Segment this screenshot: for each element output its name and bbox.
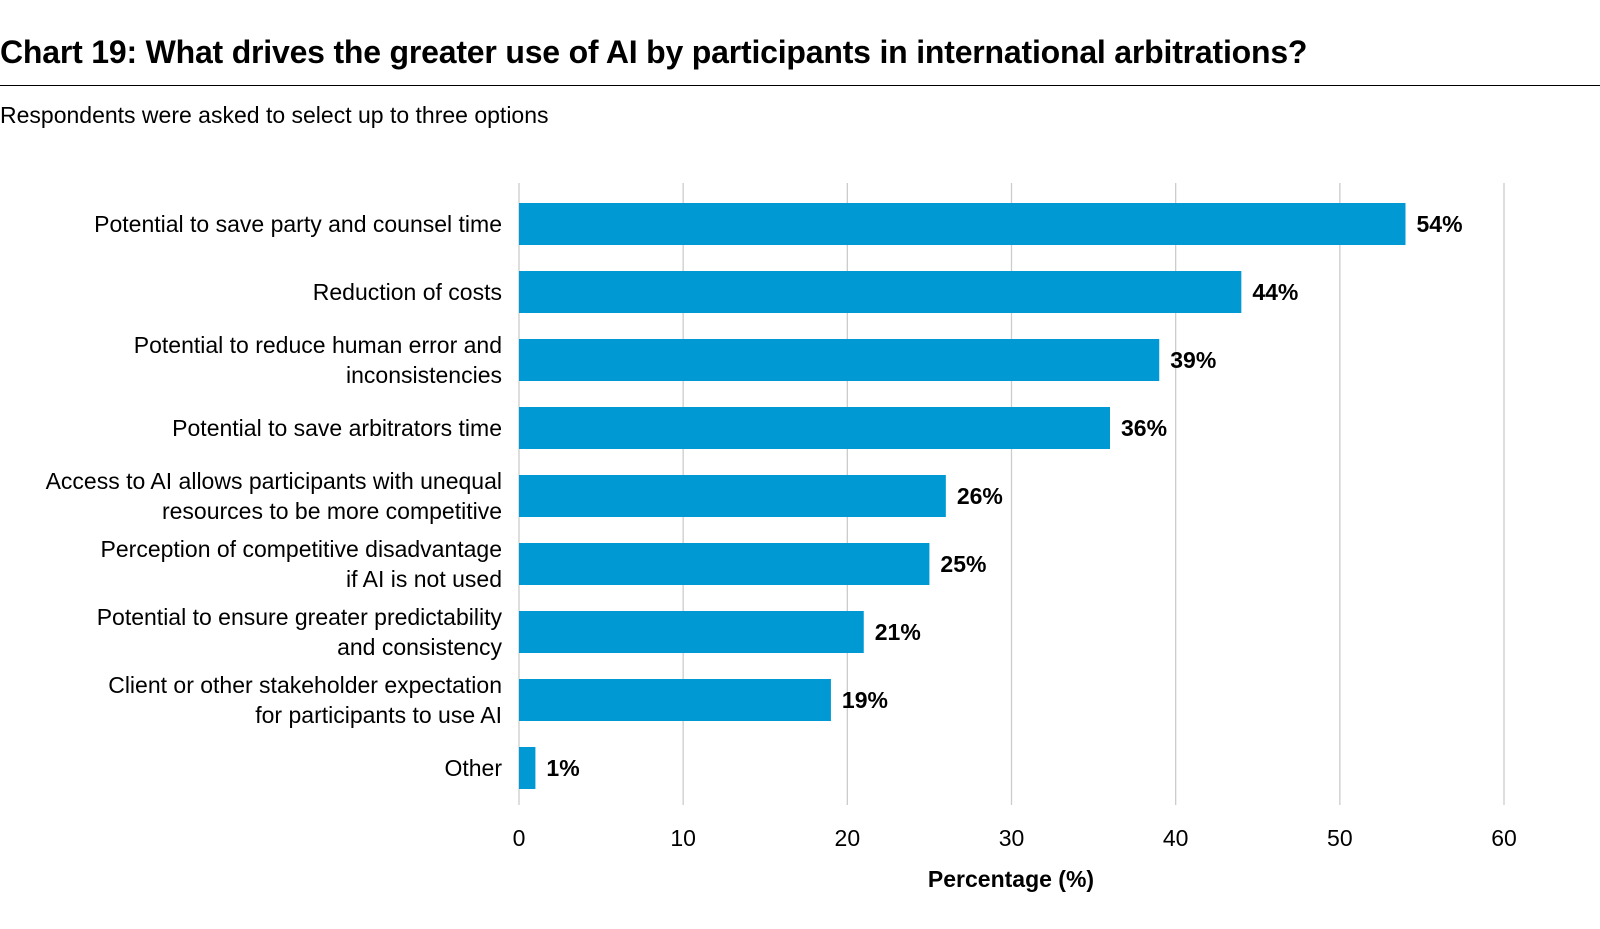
category-label-8-line-1: Client or other stakeholder expectation bbox=[108, 672, 502, 698]
bar-5 bbox=[519, 475, 946, 517]
bar-7 bbox=[519, 611, 864, 653]
category-label-1: Potential to save party and counsel time bbox=[94, 211, 502, 237]
category-label-3-line-2: inconsistencies bbox=[346, 362, 502, 388]
category-label-3-line-1: Potential to reduce human error and bbox=[134, 332, 502, 358]
category-label-7-line-1: Potential to ensure greater predictabili… bbox=[97, 604, 503, 630]
category-label-4: Potential to save arbitrators time bbox=[172, 415, 502, 441]
value-label-3: 39% bbox=[1170, 347, 1216, 373]
value-label-2: 44% bbox=[1252, 279, 1298, 305]
value-label-8: 19% bbox=[842, 687, 888, 713]
x-tick-label-60: 60 bbox=[1491, 825, 1517, 851]
bar-2 bbox=[519, 271, 1242, 313]
category-label-8-line-2: for participants to use AI bbox=[255, 702, 502, 728]
bar-1 bbox=[519, 203, 1406, 245]
x-tick-label-10: 10 bbox=[670, 825, 696, 851]
chart-title: Chart 19: What drives the greater use of… bbox=[0, 34, 1308, 70]
category-label-9: Other bbox=[444, 755, 502, 781]
x-tick-label-50: 50 bbox=[1327, 825, 1353, 851]
category-labels: Potential to save party and counsel time… bbox=[46, 211, 503, 781]
x-tick-label-0: 0 bbox=[513, 825, 526, 851]
bar-3 bbox=[519, 339, 1160, 381]
bar-6 bbox=[519, 543, 930, 585]
title-divider bbox=[0, 85, 1600, 86]
category-label-6-line-1: Perception of competitive disadvantage bbox=[101, 536, 502, 562]
x-axis-title: Percentage (%) bbox=[928, 866, 1094, 892]
x-tick-label-40: 40 bbox=[1163, 825, 1189, 851]
value-label-9: 1% bbox=[546, 755, 579, 781]
chart-subtitle: Respondents were asked to select up to t… bbox=[0, 102, 549, 128]
value-label-1: 54% bbox=[1417, 211, 1463, 237]
value-labels: 54% 44% 39% 36% 26% 25% 21% 19% 1% bbox=[546, 211, 1462, 781]
x-tick-label-20: 20 bbox=[835, 825, 861, 851]
category-label-2: Reduction of costs bbox=[313, 279, 502, 305]
category-label-7-line-2: and consistency bbox=[337, 634, 502, 660]
bars bbox=[519, 203, 1406, 789]
category-label-6-line-2: if AI is not used bbox=[346, 566, 502, 592]
bar-9 bbox=[519, 747, 536, 789]
bar-4 bbox=[519, 407, 1110, 449]
value-label-6: 25% bbox=[940, 551, 986, 577]
x-axis-ticks: 0 10 20 30 40 50 60 bbox=[513, 825, 1517, 851]
value-label-5: 26% bbox=[957, 483, 1003, 509]
value-label-7: 21% bbox=[875, 619, 921, 645]
category-label-5-line-2: resources to be more competitive bbox=[162, 498, 502, 524]
x-tick-label-30: 30 bbox=[999, 825, 1025, 851]
bar-8 bbox=[519, 679, 831, 721]
category-label-5-line-1: Access to AI allows participants with un… bbox=[46, 468, 502, 494]
value-label-4: 36% bbox=[1121, 415, 1167, 441]
